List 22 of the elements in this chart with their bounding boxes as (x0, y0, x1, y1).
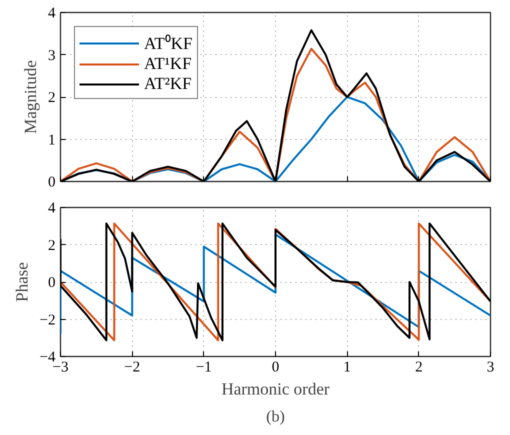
y-tick-label: 2 (48, 90, 56, 106)
legend-label: AT¹KF (144, 54, 192, 74)
x-tick-label: 2 (415, 360, 423, 376)
y-axis-title: Phase (12, 262, 32, 302)
y-tick-label: 1 (48, 132, 56, 148)
y-tick-label: 0 (48, 275, 56, 291)
y-tick-label: 3 (48, 48, 56, 64)
x-axis-title: Harmonic order (221, 380, 330, 398)
y-tick-label: 2 (48, 238, 56, 254)
y-axis-title: Magnitude (21, 60, 40, 134)
x-tick-label: −2 (124, 360, 140, 376)
x-tick-label: −1 (196, 360, 212, 376)
y-tick-label: 0 (48, 174, 56, 190)
x-tick-label: 3 (486, 360, 494, 376)
x-tick-label: 1 (343, 360, 351, 376)
text: (b) (266, 408, 285, 426)
legend-label: AT⁰KF (144, 33, 193, 54)
legend-label: AT²KF (144, 74, 192, 94)
y-tick-label: 4 (48, 200, 56, 216)
y-tick-label: −2 (40, 312, 56, 328)
x-tick-label: 0 (272, 360, 280, 376)
y-tick-label: 4 (48, 6, 56, 22)
